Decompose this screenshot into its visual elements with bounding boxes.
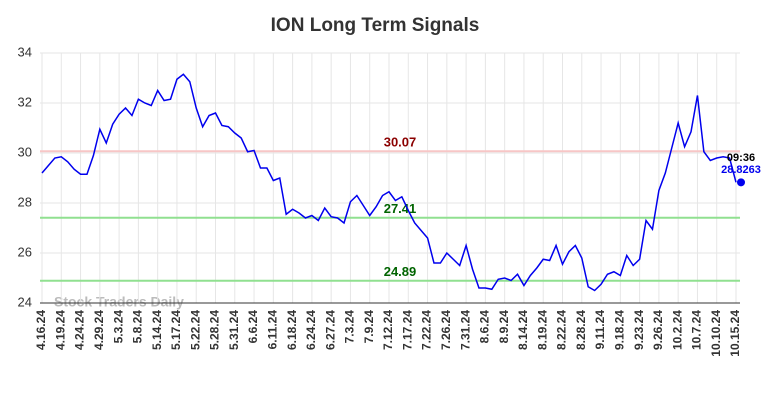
x-tick-label: 10.15.24 bbox=[728, 310, 742, 357]
x-tick-label: 5.22.24 bbox=[188, 310, 202, 350]
x-tick-label: 5.31.24 bbox=[227, 310, 241, 350]
x-tick-label: 4.16.24 bbox=[34, 310, 48, 350]
x-tick-label: 10.10.24 bbox=[709, 310, 723, 357]
x-tick-label: 7.31.24 bbox=[458, 310, 472, 350]
x-tick-label: 8.6.24 bbox=[478, 310, 492, 344]
x-tick-label: 8.14.24 bbox=[516, 310, 530, 350]
x-tick-label: 6.18.24 bbox=[285, 310, 299, 350]
last-value: 28.8263 bbox=[721, 164, 761, 176]
x-tick-label: 5.17.24 bbox=[169, 310, 183, 350]
y-tick-label: 34 bbox=[18, 44, 32, 59]
signal-label: 24.89 bbox=[384, 264, 417, 279]
x-tick-label: 4.19.24 bbox=[53, 310, 67, 350]
x-tick-label: 10.7.24 bbox=[690, 310, 704, 350]
x-tick-label: 5.3.24 bbox=[111, 310, 125, 344]
x-tick-label: 7.17.24 bbox=[400, 310, 414, 350]
x-tick-label: 6.11.24 bbox=[266, 310, 280, 350]
x-tick-label: 7.3.24 bbox=[343, 310, 357, 344]
x-tick-label: 7.9.24 bbox=[362, 310, 376, 344]
x-tick-label: 7.22.24 bbox=[420, 310, 434, 350]
chart-title: ION Long Term Signals bbox=[271, 15, 480, 36]
x-tick-label: 8.9.24 bbox=[497, 310, 511, 344]
x-tick-label: 8.19.24 bbox=[535, 310, 549, 350]
last-point bbox=[737, 178, 745, 187]
x-tick-label: 6.27.24 bbox=[323, 310, 337, 350]
y-tick-label: 28 bbox=[18, 194, 32, 209]
x-tick-label: 8.22.24 bbox=[555, 310, 569, 350]
x-tick-label: 5.28.24 bbox=[208, 310, 222, 350]
y-tick-label: 32 bbox=[18, 94, 32, 109]
last-time: 09:36 bbox=[727, 152, 755, 164]
y-tick-label: 24 bbox=[18, 294, 32, 309]
x-tick-label: 5.14.24 bbox=[150, 310, 164, 350]
x-tick-label: 9.11.24 bbox=[593, 310, 607, 350]
x-tick-label: 9.18.24 bbox=[613, 310, 627, 350]
x-tick-label: 10.2.24 bbox=[670, 310, 684, 350]
x-tick-label: 4.29.24 bbox=[92, 310, 106, 350]
x-tick-label: 7.12.24 bbox=[381, 310, 395, 350]
x-tick-label: 9.26.24 bbox=[651, 310, 665, 350]
x-tick-label: 6.6.24 bbox=[246, 310, 260, 344]
x-tick-label: 5.8.24 bbox=[131, 310, 145, 344]
y-tick-label: 26 bbox=[18, 244, 32, 259]
x-tick-label: 9.23.24 bbox=[632, 310, 646, 350]
x-tick-label: 4.24.24 bbox=[73, 310, 87, 350]
x-tick-label: 6.24.24 bbox=[304, 310, 318, 350]
signal-label: 30.07 bbox=[384, 135, 417, 150]
x-tick-label: 7.26.24 bbox=[439, 310, 453, 350]
price-line bbox=[41, 73, 737, 292]
signal-label: 27.41 bbox=[384, 201, 417, 216]
y-tick-label: 30 bbox=[18, 144, 32, 159]
x-tick-label: 8.28.24 bbox=[574, 310, 588, 350]
